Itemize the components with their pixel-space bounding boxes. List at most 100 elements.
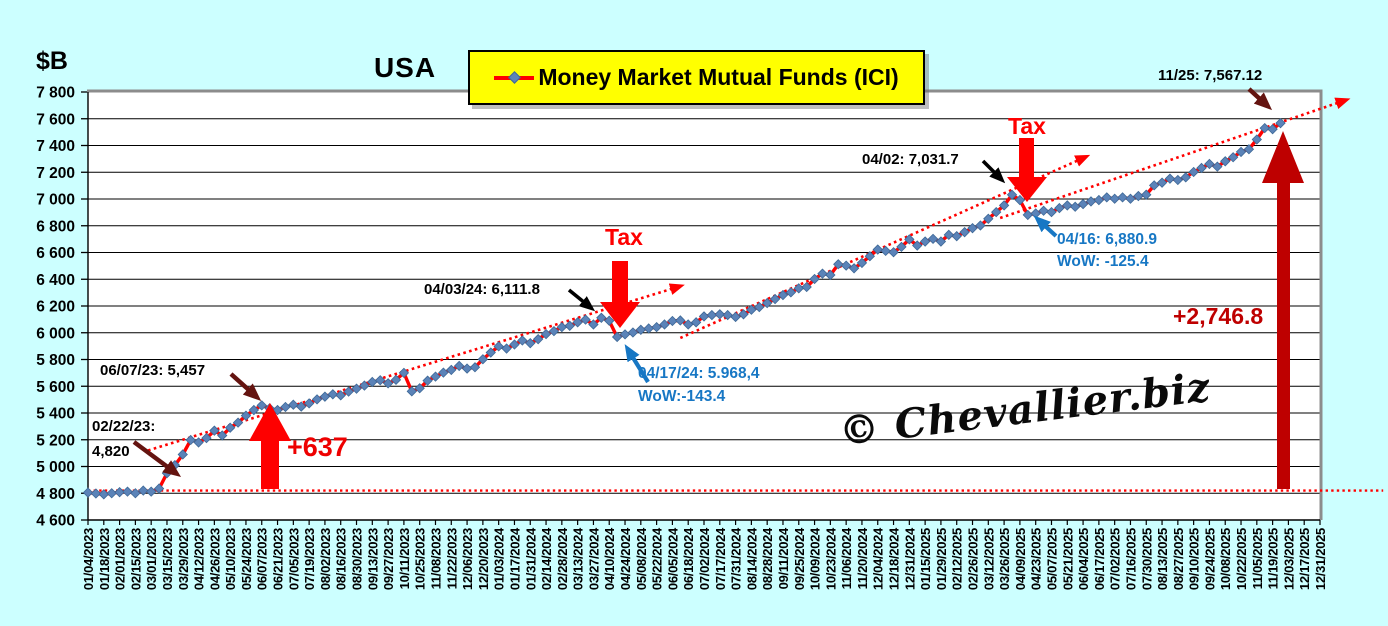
svg-text:01/15/2025: 01/15/2025 [918, 528, 933, 590]
svg-text:06/07/2023: 06/07/2023 [255, 528, 270, 590]
tax-2024-arrow-shaft [612, 261, 628, 303]
svg-text:05/10/2023: 05/10/2023 [223, 528, 238, 590]
svg-text:05/21/2025: 05/21/2025 [1060, 528, 1075, 590]
svg-text:01/04/2023: 01/04/2023 [81, 528, 96, 590]
annotation-04-03-24: 04/03/24: 6,111.8 [424, 281, 540, 298]
svg-text:10/08/2025: 10/08/2025 [1218, 528, 1233, 590]
svg-text:01/18/2023: 01/18/2023 [97, 528, 112, 590]
svg-text:12/20/2023: 12/20/2023 [476, 528, 491, 590]
svg-text:01/03/2024: 01/03/2024 [492, 527, 507, 590]
svg-text:05/07/2025: 05/07/2025 [1044, 528, 1059, 590]
legend-marker-icon [508, 70, 522, 84]
tax-2025-arrow-head [1007, 177, 1047, 202]
svg-text:09/11/2024: 09/11/2024 [776, 527, 791, 589]
svg-text:04/10/2024: 04/10/2024 [602, 527, 617, 590]
svg-text:08/13/2025: 08/13/2025 [1155, 528, 1170, 590]
svg-text:01/31/2024: 01/31/2024 [523, 527, 538, 590]
svg-text:03/29/2023: 03/29/2023 [176, 528, 191, 590]
arrow-to-04-16-point [1033, 215, 1058, 238]
svg-text:08/02/2023: 08/02/2023 [318, 528, 333, 590]
annotation-06-07-23: 06/07/23: 5,457 [100, 362, 206, 379]
svg-text:02/12/2025: 02/12/2025 [950, 528, 965, 590]
svg-text:12/04/2024: 12/04/2024 [871, 527, 886, 590]
svg-text:07/16/2025: 07/16/2025 [1123, 528, 1138, 590]
svg-text:7 200: 7 200 [36, 165, 75, 182]
annotation-04-17-24-wow: WoW:-143.4 [638, 388, 726, 405]
gain-2746-label: +2,746.8 [1173, 303, 1264, 329]
svg-text:03/12/2025: 03/12/2025 [981, 528, 996, 590]
arrow-to-06-07-23-point [229, 372, 262, 402]
svg-text:08/16/2023: 08/16/2023 [334, 528, 349, 590]
svg-text:07/02/2025: 07/02/2025 [1108, 528, 1123, 590]
arrow-to-04-03-24-point [567, 288, 596, 312]
svg-text:7 000: 7 000 [36, 192, 75, 209]
svg-text:6 200: 6 200 [36, 299, 75, 316]
legend-label: Money Market Mutual Funds (ICI) [538, 64, 899, 90]
svg-text:12/18/2024: 12/18/2024 [887, 527, 902, 590]
svg-text:08/14/2024: 08/14/2024 [744, 527, 759, 590]
svg-text:6 800: 6 800 [36, 218, 75, 235]
annotation-02-22-23-value: 4,820 [92, 443, 130, 460]
svg-text:07/19/2023: 07/19/2023 [302, 528, 317, 590]
svg-text:5 600: 5 600 [36, 379, 75, 396]
svg-text:07/02/2024: 07/02/2024 [697, 527, 712, 590]
svg-text:04/12/2023: 04/12/2023 [192, 528, 207, 590]
svg-text:6 600: 6 600 [36, 245, 75, 262]
svg-text:07/31/2024: 07/31/2024 [729, 527, 744, 590]
legend-line-sample [494, 70, 535, 84]
gain-2746-arrow-head [1262, 131, 1304, 183]
svg-text:10/22/2025: 10/22/2025 [1234, 528, 1249, 590]
gain-2746-arrow-shaft [1277, 182, 1290, 489]
svg-text:05/24/2023: 05/24/2023 [239, 528, 254, 590]
svg-text:02/28/2024: 02/28/2024 [555, 527, 570, 590]
arrow-to-04-02-point [981, 159, 1006, 184]
svg-text:11/19/2025: 11/19/2025 [1266, 528, 1281, 589]
svg-text:07/05/2023: 07/05/2023 [286, 528, 301, 590]
svg-text:07/17/2024: 07/17/2024 [713, 527, 728, 590]
svg-text:09/10/2025: 09/10/2025 [1187, 528, 1202, 590]
svg-text:12/03/2025: 12/03/2025 [1281, 528, 1296, 590]
chart-dynamic-layer: 7 800 7 600 7 400 7 200 7 000 6 800 6 600 6 400… [36, 85, 1384, 590]
arrow-to-02-22-23-point [132, 440, 182, 477]
svg-text:7 400: 7 400 [36, 138, 75, 155]
svg-text:5 000: 5 000 [36, 459, 75, 476]
annotation-11-25-25: 11/25: 7,567.12 [1158, 67, 1263, 84]
svg-text:11/05/2025: 11/05/2025 [1250, 528, 1265, 589]
arrow-to-11-25-point [1247, 87, 1273, 111]
svg-text:04/26/2023: 04/26/2023 [207, 528, 222, 590]
chart-title: USA [373, 52, 437, 83]
svg-text:09/24/2025: 09/24/2025 [1202, 528, 1217, 590]
svg-text:5 200: 5 200 [36, 432, 75, 449]
tax-label-2024: Tax [605, 224, 643, 250]
svg-text:10/09/2024: 10/09/2024 [808, 527, 823, 590]
svg-text:08/27/2025: 08/27/2025 [1171, 528, 1186, 590]
svg-text:12/17/2025: 12/17/2025 [1297, 528, 1312, 590]
svg-text:11/06/2024: 11/06/2024 [839, 527, 854, 589]
svg-text:06/21/2023: 06/21/2023 [271, 528, 286, 590]
svg-text:04/23/2025: 04/23/2025 [1029, 528, 1044, 590]
annotation-arrows [132, 87, 1273, 477]
gain-637-label: +637 [287, 432, 348, 462]
svg-text:07/30/2025: 07/30/2025 [1139, 528, 1154, 590]
svg-text:08/28/2024: 08/28/2024 [760, 527, 775, 590]
svg-text:04/09/2025: 04/09/2025 [1013, 528, 1028, 590]
svg-text:11/08/2023: 11/08/2023 [428, 528, 443, 589]
svg-text:12/31/2024: 12/31/2024 [902, 527, 917, 590]
svg-text:03/26/2025: 03/26/2025 [997, 528, 1012, 590]
svg-text:09/27/2023: 09/27/2023 [381, 528, 396, 590]
svg-text:6 400: 6 400 [36, 272, 75, 289]
svg-text:02/14/2024: 02/14/2024 [539, 527, 554, 590]
svg-text:04/24/2024: 04/24/2024 [618, 527, 633, 590]
svg-text:09/13/2023: 09/13/2023 [365, 528, 380, 590]
tax-label-2025: Tax [1008, 113, 1046, 139]
svg-text:12/31/2025: 12/31/2025 [1313, 528, 1328, 590]
svg-text:03/15/2023: 03/15/2023 [160, 528, 175, 590]
svg-text:10/23/2024: 10/23/2024 [823, 527, 838, 590]
svg-text:5 800: 5 800 [36, 352, 75, 369]
svg-text:10/11/2023: 10/11/2023 [397, 528, 412, 589]
svg-text:11/20/2024: 11/20/2024 [855, 527, 870, 589]
svg-text:4 600: 4 600 [36, 513, 75, 530]
annotation-04-16-25: 04/16: 6,880.9 [1057, 231, 1157, 248]
